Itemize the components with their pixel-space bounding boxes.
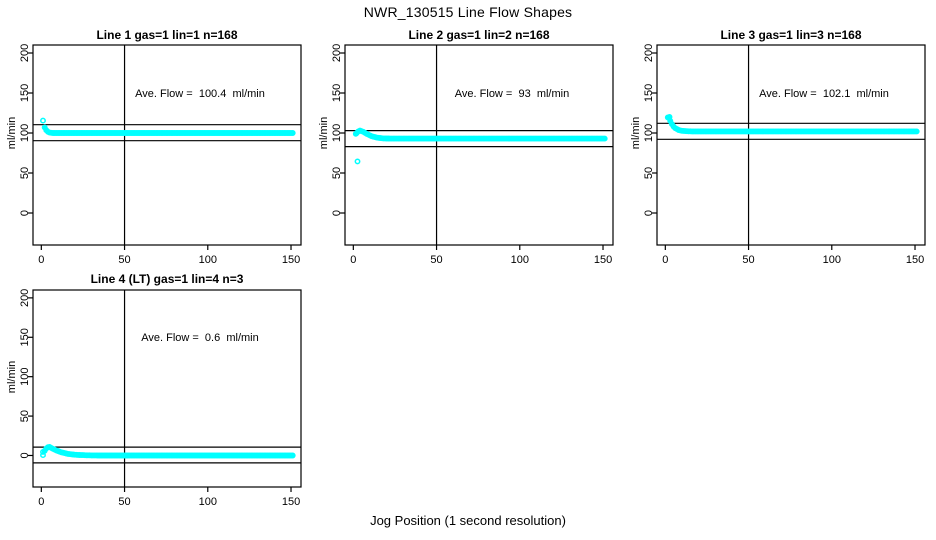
svg-text:50: 50 (19, 167, 31, 179)
svg-text:50: 50 (430, 254, 442, 266)
ave-flow-annotation: Ave. Flow = 102.1 ml/min (759, 88, 889, 100)
svg-text:150: 150 (643, 84, 655, 102)
svg-text:0: 0 (38, 496, 44, 508)
data-points (664, 114, 920, 135)
svg-text:50: 50 (643, 167, 655, 179)
svg-text:50: 50 (118, 496, 130, 508)
svg-text:150: 150 (331, 84, 343, 102)
svg-text:0: 0 (350, 254, 356, 266)
x-axis-ticks: 0 50 100 150 (38, 487, 300, 508)
svg-text:0: 0 (38, 254, 44, 266)
x-axis-label: Jog Position (1 second resolution) (370, 513, 566, 528)
x-axis-ticks: 0 50 100 150 (350, 245, 612, 266)
svg-text:100: 100 (331, 124, 343, 142)
y-axis-label: ml/min (6, 116, 18, 150)
ave-flow-annotation: Ave. Flow = 0.6 ml/min (141, 332, 259, 344)
plot-area-line-2: 0 50 100 150 0 50 100 150 200 (331, 44, 614, 266)
svg-text:200: 200 (19, 289, 31, 307)
x-axis-ticks: 0 50 100 150 (662, 245, 924, 266)
svg-text:50: 50 (118, 254, 130, 266)
svg-text:0: 0 (19, 452, 31, 458)
svg-text:150: 150 (19, 84, 31, 102)
svg-text:50: 50 (19, 410, 31, 422)
panel-title: Line 4 (LT) gas=1 lin=4 n=3 (90, 272, 244, 286)
svg-text:50: 50 (742, 254, 754, 266)
panel-title: Line 1 gas=1 lin=1 n=168 (96, 28, 238, 42)
panel-line-1: 0 50 100 150 0 50 100 150 200 Line 1 gas=1 lin=1… (0, 28, 312, 280)
plot-area-line-3: 0 50 100 150 0 50 100 150 200 (643, 44, 926, 266)
panel-line-3: 0 50 100 150 0 50 100 150 200 Line 3 gas=1 lin=3… (624, 28, 936, 280)
svg-text:0: 0 (662, 254, 668, 266)
plot-area-line-4: 0 50 100 150 0 50 100 150 200 (19, 289, 302, 508)
figure-title: NWR_130515 Line Flow Shapes (363, 4, 573, 20)
plot-box (32, 44, 302, 246)
svg-text:150: 150 (282, 254, 300, 266)
data-points (40, 444, 296, 459)
panel-line-2: 0 50 100 150 0 50 100 150 200 Line 2 gas=1 lin=2… (312, 28, 624, 280)
svg-text:150: 150 (282, 496, 300, 508)
y-axis-ticks: 0 50 100 150 200 (331, 44, 345, 216)
svg-text:100: 100 (823, 254, 841, 266)
y-axis-label: ml/min (318, 116, 330, 150)
y-axis-ticks: 0 50 100 150 200 (19, 289, 33, 459)
data-points (40, 117, 296, 136)
panel-title: Line 3 gas=1 lin=3 n=168 (720, 28, 862, 42)
x-axis-ticks: 0 50 100 150 (38, 245, 300, 266)
svg-text:200: 200 (643, 44, 655, 62)
svg-text:0: 0 (331, 210, 343, 216)
data-points (352, 127, 608, 165)
svg-text:150: 150 (19, 328, 31, 346)
svg-text:200: 200 (19, 44, 31, 62)
panel-title: Line 2 gas=1 lin=2 n=168 (408, 28, 550, 42)
svg-text:100: 100 (19, 368, 31, 386)
svg-text:100: 100 (199, 254, 217, 266)
y-axis-label: ml/min (6, 360, 18, 394)
svg-text:100: 100 (19, 124, 31, 142)
plot-box (656, 44, 926, 246)
svg-text:100: 100 (199, 496, 217, 508)
svg-text:0: 0 (643, 210, 655, 216)
plot-area-line-1: 0 50 100 150 0 50 100 150 200 (19, 44, 302, 266)
ave-flow-annotation: Ave. Flow = 100.4 ml/min (135, 88, 265, 100)
svg-text:50: 50 (331, 167, 343, 179)
svg-text:0: 0 (19, 210, 31, 216)
panel-line-4: 0 50 100 150 0 50 100 150 200 Line 4 (LT) gas=1 … (0, 272, 312, 524)
y-axis-ticks: 0 50 100 150 200 (19, 44, 33, 216)
svg-text:150: 150 (594, 254, 612, 266)
svg-text:150: 150 (906, 254, 924, 266)
y-axis-label: ml/min (630, 116, 642, 150)
plot-box (344, 44, 614, 246)
plot-box (32, 289, 302, 488)
y-axis-ticks: 0 50 100 150 200 (643, 44, 657, 216)
svg-text:200: 200 (331, 44, 343, 62)
ave-flow-annotation: Ave. Flow = 93 ml/min (454, 88, 570, 100)
svg-text:100: 100 (643, 124, 655, 142)
svg-text:100: 100 (511, 254, 529, 266)
